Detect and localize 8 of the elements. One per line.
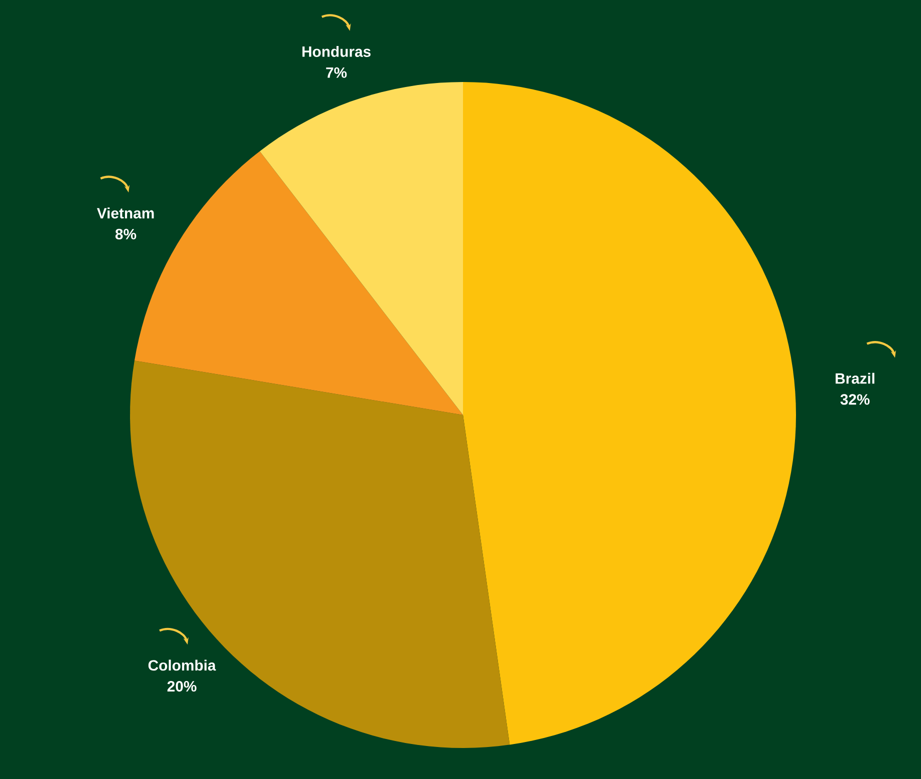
data-label: 7%	[326, 67, 347, 78]
slice-label: Vietnam	[96, 208, 154, 218]
slice-label: Honduras	[302, 46, 371, 57]
slice-label: Colombia	[148, 660, 216, 671]
data-label: 32%	[840, 394, 870, 405]
data-label: 8%	[115, 228, 136, 240]
slice-label: Brazil	[836, 372, 874, 384]
data-label: 20%	[167, 681, 196, 692]
